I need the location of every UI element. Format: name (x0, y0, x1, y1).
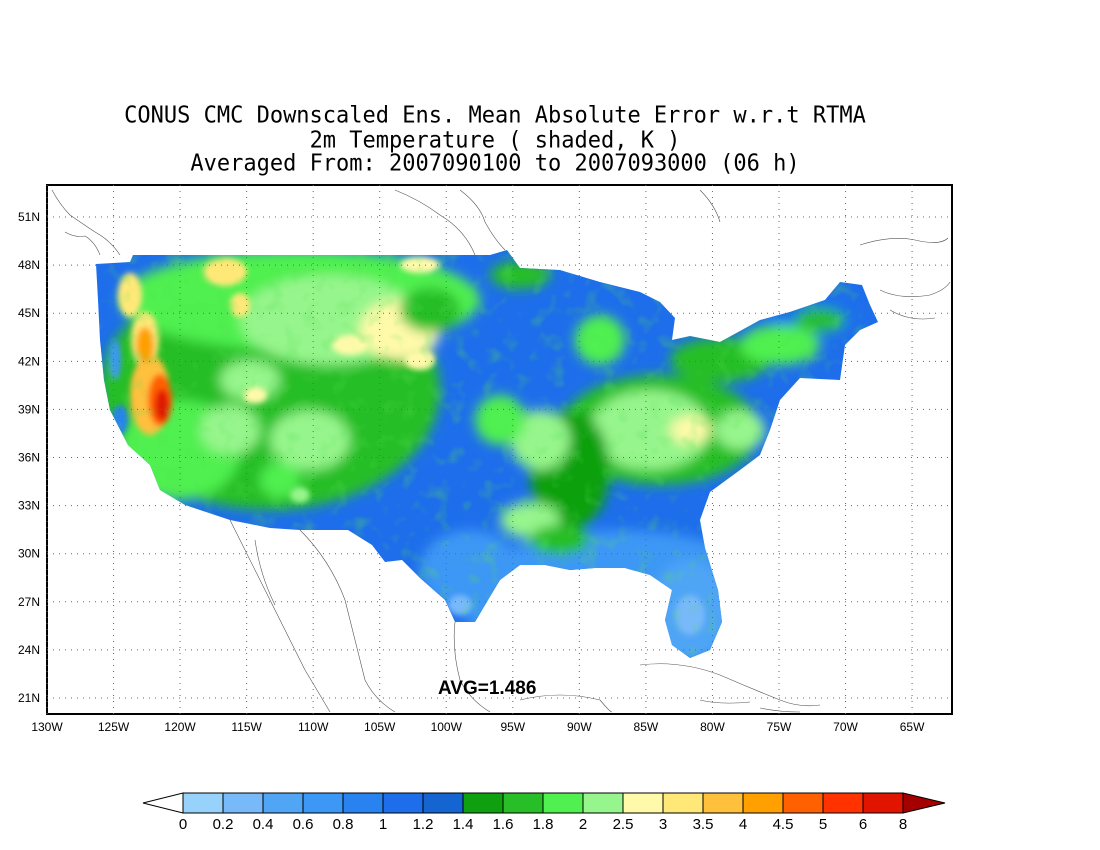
colorbar-label: 2 (579, 816, 587, 833)
colorbar-over-arrow (902, 792, 946, 814)
colorbar-label: 0.2 (213, 816, 234, 833)
map-title-line-3: Averaged From: 2007090100 to 2007093000 … (190, 150, 800, 177)
lon-tick-label: 125W (98, 720, 130, 734)
lon-tick-label: 70W (833, 720, 858, 734)
colorbar-swatch (622, 792, 664, 814)
lon-tick-label: 85W (634, 720, 659, 734)
colorbar-swatch (782, 792, 824, 814)
colorbar-label: 1.4 (453, 816, 474, 833)
colorbar-swatch (822, 792, 864, 814)
colorbar-swatch (262, 792, 304, 814)
map-title-line-1: CONUS CMC Downscaled Ens. Mean Absolute … (124, 102, 866, 129)
colorbar-under-arrow (142, 792, 184, 814)
lat-tick-label: 39N (18, 402, 40, 416)
colorbar-label: 0.4 (253, 816, 274, 833)
map-title-line-2: 2m Temperature ( shaded, K ) (309, 127, 681, 154)
colorbar-label: 4.5 (773, 816, 794, 833)
lat-tick-label: 42N (18, 354, 40, 368)
lon-tick-label: 80W (700, 720, 725, 734)
colorbar-label: 4 (739, 816, 747, 833)
colorbar-label: 5 (819, 816, 827, 833)
lon-tick-label: 75W (767, 720, 792, 734)
colorbar-label: 8 (899, 816, 907, 833)
lat-tick-label: 45N (18, 306, 40, 320)
lat-tick-label: 27N (18, 595, 40, 609)
lon-tick-label: 100W (431, 720, 463, 734)
lon-tick-label: 95W (500, 720, 525, 734)
colorbar-swatch (382, 792, 424, 814)
colorbar-label: 1 (379, 816, 387, 833)
colorbar-swatch (302, 792, 344, 814)
colorbar-label: 3 (659, 816, 667, 833)
colorbar-swatch (582, 792, 624, 814)
average-annotation: AVG=1.486 (438, 678, 536, 699)
lat-tick-label: 21N (18, 691, 40, 705)
lon-tick-label: 90W (567, 720, 592, 734)
lat-tick-label: 36N (18, 451, 40, 465)
colorbar-label: 0.6 (293, 816, 314, 833)
lon-tick-label: 130W (31, 720, 63, 734)
lat-tick-label: 33N (18, 499, 40, 513)
colorbar-label: 6 (859, 816, 867, 833)
colorbar-label: 1.2 (413, 816, 434, 833)
colorbar-swatch (462, 792, 504, 814)
colorbar-swatch (182, 792, 224, 814)
lon-tick-label: 105W (364, 720, 396, 734)
colorbar-label: 0.8 (333, 816, 354, 833)
colorbar-swatch (862, 792, 904, 814)
colorbar-swatch (422, 792, 464, 814)
latitude-labels: 51N 48N 45N 42N 39N 36N 33N 30N 27N 24N 21N (18, 210, 40, 705)
lat-tick-label: 51N (18, 210, 40, 224)
colorbar-label: 1.6 (493, 816, 514, 833)
lat-tick-label: 24N (18, 643, 40, 657)
colorbar: 0 0.2 0.4 0.6 0.8 1 1.2 1.4 1.6 1.8 2 2.5 3 3.5 4 4.5 5 6… (142, 792, 946, 833)
coastlines (51, 189, 951, 713)
lon-tick-label: 120W (164, 720, 196, 734)
lon-tick-label: 65W (900, 720, 925, 734)
colorbar-swatch (342, 792, 384, 814)
colorbar-label: 2.5 (613, 816, 634, 833)
colorbar-swatch (742, 792, 784, 814)
lat-tick-label: 48N (18, 258, 40, 272)
lat-tick-label: 30N (18, 547, 40, 561)
colorbar-swatch (222, 792, 264, 814)
lon-tick-label: 110W (298, 720, 329, 734)
colorbar-label: 0 (179, 816, 187, 833)
colorbar-label: 3.5 (693, 816, 714, 833)
longitude-labels: 130W 125W 120W 115W 110W 105W 100W 95W 90W 85W 80W… (31, 720, 925, 734)
colorbar-label: 1.8 (533, 816, 554, 833)
lon-tick-label: 115W (231, 720, 262, 734)
colorbar-swatch (662, 792, 704, 814)
lat-lon-grid (46, 185, 952, 714)
colorbar-swatch (542, 792, 584, 814)
colorbar-swatch (502, 792, 544, 814)
colorbar-swatch (702, 792, 744, 814)
